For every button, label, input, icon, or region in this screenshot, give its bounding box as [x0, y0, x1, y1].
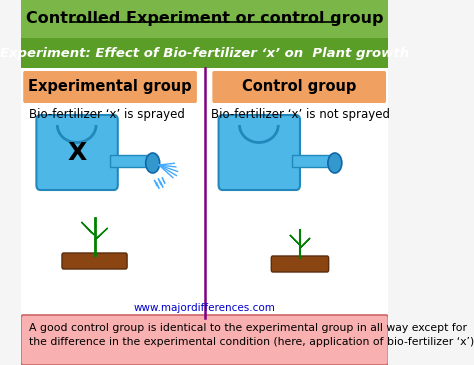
Text: Control group: Control group: [242, 80, 356, 95]
FancyBboxPatch shape: [21, 315, 388, 365]
FancyBboxPatch shape: [292, 155, 335, 167]
Text: A good control group is identical to the experimental group in all way except fo: A good control group is identical to the…: [28, 323, 474, 347]
Ellipse shape: [328, 153, 342, 173]
Text: Experimental group: Experimental group: [28, 80, 192, 95]
Text: X: X: [67, 141, 86, 165]
Text: Controlled Experiment or control group: Controlled Experiment or control group: [26, 12, 383, 27]
FancyBboxPatch shape: [21, 0, 388, 38]
FancyBboxPatch shape: [219, 115, 300, 190]
Text: www.majordifferences.com: www.majordifferences.com: [134, 303, 275, 313]
Polygon shape: [290, 235, 300, 245]
FancyBboxPatch shape: [212, 71, 386, 103]
Text: Bio-fertilizer ‘x’ is sprayed: Bio-fertilizer ‘x’ is sprayed: [28, 108, 184, 121]
Text: Bio-fertilizer ‘x’ is not sprayed: Bio-fertilizer ‘x’ is not sprayed: [211, 108, 390, 121]
FancyBboxPatch shape: [110, 155, 153, 167]
Text: Experiment: Effect of Bio-fertilizer ‘x’ on  Plant growth: Experiment: Effect of Bio-fertilizer ‘x’…: [0, 46, 409, 59]
FancyBboxPatch shape: [23, 71, 197, 103]
FancyBboxPatch shape: [271, 256, 328, 272]
Polygon shape: [82, 222, 94, 235]
Polygon shape: [300, 238, 310, 248]
FancyBboxPatch shape: [21, 68, 388, 318]
FancyBboxPatch shape: [62, 253, 127, 269]
Ellipse shape: [146, 153, 160, 173]
FancyBboxPatch shape: [36, 115, 118, 190]
FancyBboxPatch shape: [21, 38, 388, 68]
Polygon shape: [94, 228, 108, 240]
